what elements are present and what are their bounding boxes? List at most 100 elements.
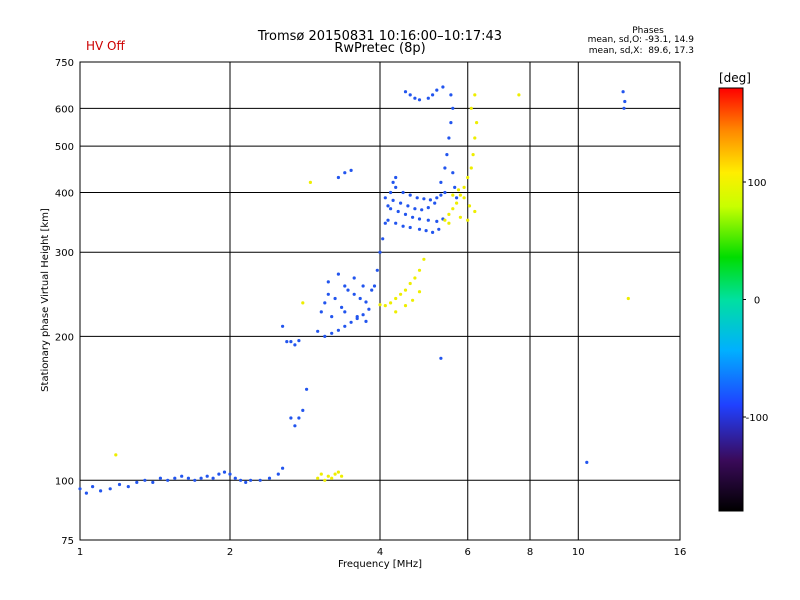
o-mode-point <box>158 476 162 480</box>
x-mode-point <box>473 93 477 97</box>
o-mode-point <box>193 478 197 482</box>
o-mode-point <box>281 466 285 470</box>
y-tick-label: 100 <box>55 476 74 487</box>
o-mode-point <box>447 136 451 140</box>
colorbar-label: [deg] <box>719 71 751 85</box>
x-mode-point <box>408 281 412 286</box>
x-mode-point <box>378 303 382 307</box>
x-mode-point <box>403 304 408 308</box>
o-mode-point <box>378 250 382 254</box>
o-mode-point <box>426 96 430 100</box>
o-mode-point <box>391 198 395 202</box>
x-mode-point <box>301 301 305 305</box>
o-mode-point <box>417 227 422 231</box>
o-mode-point <box>408 93 412 97</box>
o-mode-point <box>403 90 408 94</box>
o-mode-point <box>417 98 422 102</box>
x-mode-point <box>403 288 408 292</box>
o-mode-point <box>323 334 327 338</box>
o-mode-point <box>352 292 356 296</box>
o-mode-point <box>415 196 419 200</box>
o-mode-point <box>289 416 293 420</box>
hv-status-label: HV Off <box>86 39 125 53</box>
o-mode-point <box>375 268 379 272</box>
x-mode-point <box>447 212 451 216</box>
colorbar <box>718 87 744 512</box>
o-mode-point <box>267 476 272 480</box>
o-mode-point <box>349 320 353 324</box>
grid-lines <box>80 62 680 540</box>
o-mode-point <box>222 470 227 474</box>
o-mode-point <box>411 215 415 219</box>
x-tick-label: 1 <box>77 547 83 558</box>
x-mode-point <box>422 257 426 261</box>
o-mode-point <box>431 230 435 234</box>
x-mode-point <box>473 136 477 140</box>
o-mode-point <box>389 207 393 211</box>
x-mode-point <box>455 201 459 205</box>
x-mode-point <box>456 188 461 192</box>
o-mode-point <box>417 217 422 221</box>
o-mode-point <box>336 272 340 276</box>
x-mode-point <box>411 298 415 302</box>
o-mode-point <box>297 339 301 343</box>
o-mode-point <box>333 296 337 301</box>
o-mode-point <box>622 106 626 110</box>
o-mode-point <box>406 204 410 208</box>
o-mode-point <box>316 329 320 333</box>
o-mode-point <box>623 99 627 104</box>
o-mode-point <box>445 153 449 157</box>
o-mode-point <box>301 408 305 412</box>
phases-o-line: mean, sd,O: -93.1, 14.9 <box>588 35 695 45</box>
o-mode-point <box>426 218 430 222</box>
o-mode-point <box>389 190 393 195</box>
x-mode-point <box>323 478 327 482</box>
data-points <box>78 85 630 495</box>
o-mode-point <box>305 387 309 391</box>
o-mode-point <box>394 175 398 180</box>
o-mode-point <box>453 185 457 189</box>
x-mode-point <box>394 296 398 301</box>
o-mode-point <box>386 218 390 222</box>
o-mode-point <box>217 472 221 476</box>
o-mode-point <box>91 485 95 489</box>
colorbar-tick-label: -100 <box>746 413 769 424</box>
o-mode-point <box>211 476 215 480</box>
o-mode-point <box>330 331 334 335</box>
o-mode-point <box>413 207 417 211</box>
x-mode-point <box>443 218 447 222</box>
o-mode-point <box>386 204 390 208</box>
o-mode-point <box>336 328 340 332</box>
x-mode-point <box>319 472 323 476</box>
x-mode-point <box>451 207 455 211</box>
o-mode-point <box>343 310 347 314</box>
o-mode-point <box>370 288 374 292</box>
o-mode-point <box>381 237 385 241</box>
colorbar-tick-label: 0 <box>754 296 760 307</box>
o-mode-point <box>343 324 347 328</box>
x-mode-point <box>114 453 118 457</box>
x-mode-point <box>389 301 393 305</box>
o-mode-point <box>367 307 371 311</box>
o-mode-point <box>173 476 177 480</box>
o-mode-point <box>391 180 395 184</box>
o-mode-point <box>323 301 327 305</box>
y-tick-label: 200 <box>55 332 74 343</box>
y-tick-label: 500 <box>55 142 74 153</box>
o-mode-point <box>336 175 340 180</box>
x-mode-point <box>475 121 479 125</box>
x-mode-point <box>383 304 387 308</box>
o-mode-point <box>293 343 297 347</box>
o-mode-point <box>383 196 387 200</box>
o-mode-point <box>326 280 330 284</box>
o-mode-point <box>319 310 323 314</box>
o-mode-point <box>396 209 400 214</box>
y-tick-label: 75 <box>61 536 74 547</box>
y-tick-label: 600 <box>55 104 74 115</box>
y-tick-labels: 75 100 200 300 400 500 600 750 <box>55 58 74 547</box>
o-mode-point <box>99 489 103 493</box>
o-mode-point <box>276 472 280 476</box>
x-mode-point <box>326 474 330 478</box>
x-tick-label: 10 <box>572 547 585 558</box>
